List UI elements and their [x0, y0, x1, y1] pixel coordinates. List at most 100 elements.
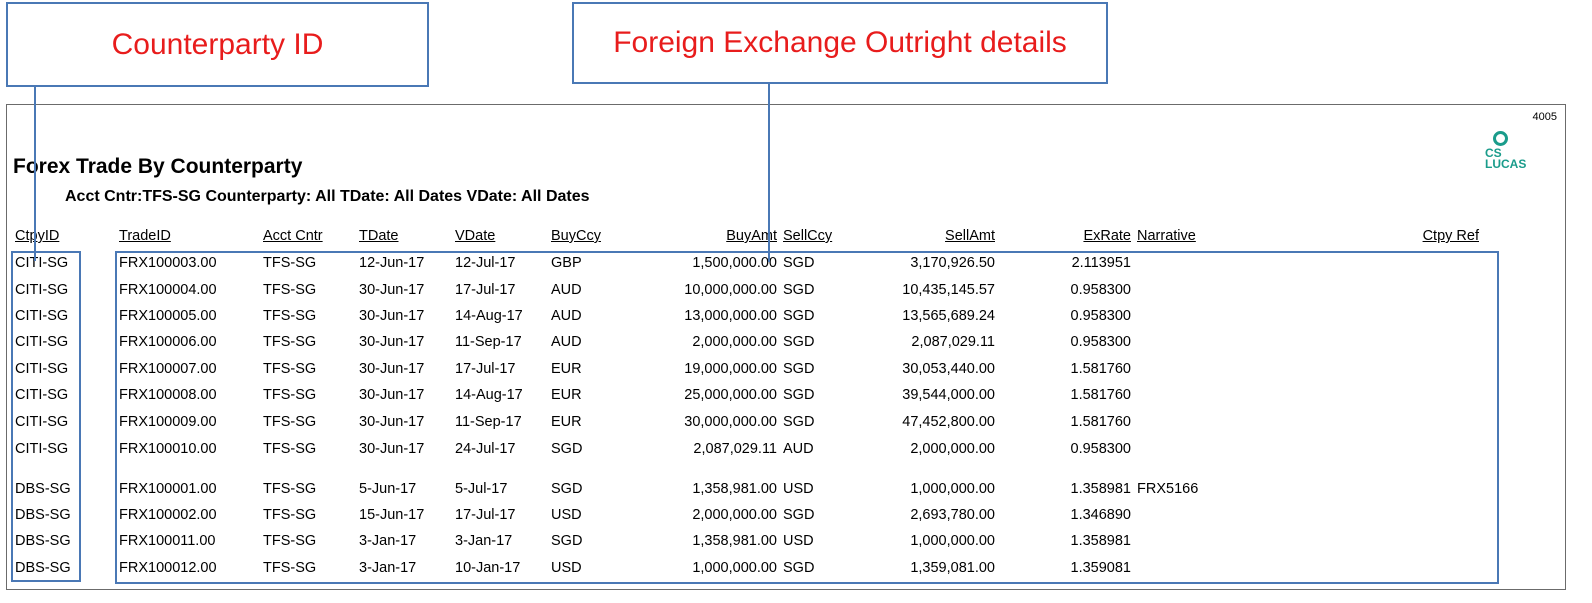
- cell-buyamt: 2,000,000.00: [692, 334, 777, 350]
- cell-sellccy: SGD: [783, 308, 815, 324]
- cell-ctpyid: CITI-SG: [15, 361, 69, 377]
- cell-acct-cntr: TFS-SG: [263, 387, 317, 403]
- cell-acct-cntr: TFS-SG: [263, 282, 317, 298]
- cell-exrate: 2.113951: [1071, 255, 1131, 271]
- logo-ring-icon: [1493, 131, 1508, 146]
- col-header-buyamt: BuyAmt: [726, 228, 777, 244]
- cell-buyccy: AUD: [551, 334, 582, 350]
- cell-sellccy: SGD: [783, 282, 815, 298]
- cell-tdate: 30-Jun-17: [359, 282, 425, 298]
- col-header-narrative: Narrative: [1137, 228, 1196, 244]
- cell-buyccy: SGD: [551, 481, 583, 497]
- cell-acct-cntr: TFS-SG: [263, 361, 317, 377]
- cell-acct-cntr: TFS-SG: [263, 414, 317, 430]
- cell-sellamt: 2,693,780.00: [910, 507, 995, 523]
- cell-vdate: 14-Aug-17: [455, 308, 523, 324]
- cell-ctpyid: CITI-SG: [15, 255, 69, 271]
- cell-buyccy: USD: [551, 507, 582, 523]
- cell-acct-cntr: TFS-SG: [263, 533, 317, 549]
- callout-fx-label: Foreign Exchange Outright details: [613, 26, 1067, 59]
- cell-tdate: 30-Jun-17: [359, 308, 425, 324]
- cell-vdate: 3-Jan-17: [455, 533, 513, 549]
- col-header-ctpy-ref: Ctpy Ref: [1422, 228, 1479, 244]
- cell-sellamt: 2,087,029.11: [911, 334, 995, 350]
- cell-vdate: 10-Jan-17: [455, 560, 521, 576]
- cell-ctpyid: DBS-SG: [15, 507, 71, 523]
- cell-sellamt: 2,000,000.00: [910, 441, 995, 457]
- cell-acct-cntr: TFS-SG: [263, 560, 317, 576]
- cell-ctpyid: CITI-SG: [15, 387, 69, 403]
- callout-counterparty-label: Counterparty ID: [111, 27, 324, 61]
- cell-sellamt: 10,435,145.57: [902, 282, 995, 298]
- cell-exrate: 0.958300: [1070, 282, 1131, 298]
- cell-sellccy: USD: [783, 533, 814, 549]
- cell-sellccy: SGD: [783, 560, 815, 576]
- cell-exrate: 0.958300: [1070, 334, 1131, 350]
- cell-ctpyid: CITI-SG: [15, 282, 69, 298]
- highlight-box-counterparty: [11, 251, 81, 582]
- cell-buyamt: 10,000,000.00: [684, 282, 777, 298]
- cell-tdate: 30-Jun-17: [359, 441, 425, 457]
- cell-tradeid: FRX100007.00: [119, 361, 217, 377]
- cell-tradeid: FRX100004.00: [119, 282, 217, 298]
- report-title: Forex Trade By Counterparty: [13, 155, 303, 178]
- col-header-sellccy: SellCcy: [783, 228, 833, 244]
- cell-buyccy: SGD: [551, 533, 583, 549]
- cell-sellamt: 3,170,926.50: [910, 255, 995, 271]
- cell-vdate: 11-Sep-17: [455, 334, 522, 350]
- cell-vdate: 17-Jul-17: [455, 282, 516, 298]
- cell-tdate: 30-Jun-17: [359, 387, 425, 403]
- cell-buyamt: 1,358,981.00: [692, 481, 777, 497]
- cell-buyccy: AUD: [551, 282, 582, 298]
- page-number: 4005: [1532, 111, 1557, 123]
- cell-vdate: 17-Jul-17: [455, 361, 516, 377]
- cell-buyamt: 25,000,000.00: [684, 387, 777, 403]
- cell-sellccy: AUD: [783, 441, 814, 457]
- cell-tradeid: FRX100003.00: [119, 255, 217, 271]
- cell-buyccy: EUR: [551, 387, 582, 403]
- cell-acct-cntr: TFS-SG: [263, 507, 317, 523]
- cell-vdate: 14-Aug-17: [455, 387, 523, 403]
- cell-tdate: 5-Jun-17: [359, 481, 417, 497]
- cell-exrate: 1.346890: [1070, 507, 1131, 523]
- cell-vdate: 17-Jul-17: [455, 507, 516, 523]
- highlight-box-fx-details: [115, 251, 1499, 584]
- cell-tradeid: FRX100002.00: [119, 507, 217, 523]
- cell-tradeid: FRX100005.00: [119, 308, 217, 324]
- cell-sellccy: SGD: [783, 387, 815, 403]
- cell-exrate: 1.581760: [1070, 387, 1131, 403]
- cell-sellccy: SGD: [783, 507, 815, 523]
- cell-vdate: 11-Sep-17: [455, 414, 522, 430]
- cell-ctpyid: DBS-SG: [15, 560, 71, 576]
- cell-buyccy: EUR: [551, 414, 582, 430]
- cell-ctpyid: CITI-SG: [15, 414, 69, 430]
- cell-buyamt: 2,000,000.00: [692, 507, 777, 523]
- cell-ctpyid: CITI-SG: [15, 334, 69, 350]
- cell-exrate: 1.359081: [1070, 560, 1131, 576]
- cell-exrate: 1.358981: [1070, 481, 1131, 497]
- col-header-ctpyid: CtpyID: [15, 228, 60, 244]
- cell-sellccy: USD: [783, 481, 814, 497]
- cell-buyamt: 2,087,029.11: [693, 441, 777, 457]
- cell-sellamt: 47,452,800.00: [902, 414, 995, 430]
- cell-sellamt: 1,359,081.00: [910, 560, 995, 576]
- cell-exrate: 1.581760: [1070, 414, 1131, 430]
- cell-exrate: 0.958300: [1070, 441, 1131, 457]
- cell-sellccy: SGD: [783, 361, 815, 377]
- cell-tradeid: FRX100012.00: [119, 560, 217, 576]
- cell-sellccy: SGD: [783, 255, 815, 271]
- cell-narrative: FRX5166: [1137, 481, 1199, 497]
- col-header-buyccy: BuyCcy: [551, 228, 601, 244]
- cell-exrate: 1.581760: [1070, 361, 1131, 377]
- cell-vdate: 24-Jul-17: [455, 441, 516, 457]
- cell-buyamt: 1,000,000.00: [692, 560, 777, 576]
- cell-buyamt: 1,358,981.00: [692, 533, 777, 549]
- cell-tdate: 15-Jun-17: [359, 507, 425, 523]
- cell-acct-cntr: TFS-SG: [263, 481, 317, 497]
- logo-text-lucas: LUCAS: [1485, 157, 1527, 171]
- cell-buyccy: AUD: [551, 308, 582, 324]
- col-header-acct-cntr: Acct Cntr: [263, 228, 323, 244]
- cell-acct-cntr: TFS-SG: [263, 308, 317, 324]
- callout-fx-outright: Foreign Exchange Outright details: [572, 2, 1108, 84]
- cell-sellccy: SGD: [783, 334, 815, 350]
